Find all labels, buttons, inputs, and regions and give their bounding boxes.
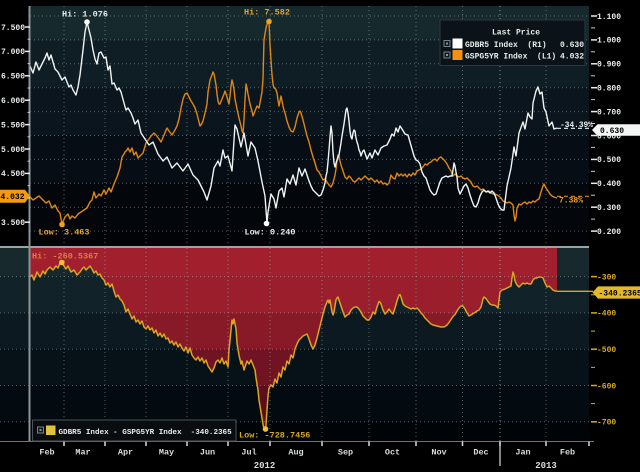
svg-text:7.000: 7.000	[1, 48, 25, 57]
svg-text:Feb: Feb	[560, 448, 575, 458]
svg-text:GDBR5 Index - GSPG5YR Index -: GDBR5 Index - GSPG5YR Index -340.2365	[59, 429, 233, 437]
svg-text:Dec: Dec	[473, 448, 488, 458]
svg-text:0.200: 0.200	[597, 228, 621, 237]
svg-text:Oct: Oct	[385, 448, 400, 458]
svg-text:1.100: 1.100	[597, 13, 621, 22]
svg-text:0.700: 0.700	[597, 108, 621, 117]
svg-text:-700: -700	[597, 419, 616, 428]
svg-text:1.000: 1.000	[597, 37, 621, 46]
svg-text:0.300: 0.300	[597, 204, 621, 213]
svg-text:-400: -400	[597, 310, 616, 319]
svg-text:7.38%: 7.38%	[559, 197, 583, 206]
svg-text:5.000: 5.000	[1, 146, 25, 155]
svg-text:-340.2365: -340.2365	[599, 290, 640, 299]
svg-text:Low: 0.240: Low: 0.240	[244, 228, 295, 238]
svg-text:Last Price: Last Price	[492, 29, 540, 38]
svg-text:5.500: 5.500	[1, 121, 25, 130]
svg-text:Mar: Mar	[75, 448, 90, 458]
svg-text:2013: 2013	[535, 461, 557, 471]
svg-text:0.800: 0.800	[597, 85, 621, 94]
svg-text:4.032: 4.032	[560, 53, 584, 62]
svg-text:Nov: Nov	[431, 448, 446, 458]
svg-text:Feb: Feb	[39, 448, 54, 458]
svg-text:Low: -728.7456: Low: -728.7456	[239, 431, 310, 441]
svg-text:-600: -600	[597, 382, 616, 391]
svg-text:Jul: Jul	[241, 448, 256, 458]
svg-text:Aug: Aug	[288, 448, 303, 458]
svg-text:-500: -500	[597, 346, 616, 355]
svg-text:Jan: Jan	[515, 448, 530, 458]
svg-text:3.500: 3.500	[1, 219, 25, 228]
svg-text:4.032: 4.032	[0, 193, 24, 202]
svg-text:0.630: 0.630	[560, 41, 584, 50]
svg-text:4.500: 4.500	[1, 170, 25, 179]
svg-text:0.400: 0.400	[597, 180, 621, 189]
svg-text:Hi: 7.582: Hi: 7.582	[244, 8, 290, 18]
svg-text:Hi: -260.5367: Hi: -260.5367	[32, 252, 98, 262]
svg-text:2012: 2012	[254, 461, 276, 471]
svg-text:6.500: 6.500	[1, 73, 25, 82]
svg-text:0.630: 0.630	[600, 127, 624, 136]
svg-text:0.500: 0.500	[597, 156, 621, 165]
svg-text:0.600: 0.600	[597, 132, 621, 141]
svg-text:Sep: Sep	[338, 448, 353, 458]
svg-text:0.900: 0.900	[597, 61, 621, 70]
svg-text:Jun: Jun	[200, 448, 215, 458]
svg-text:GDBR5 Index (R1): GDBR5 Index (R1)	[465, 41, 547, 50]
svg-text:Apr: Apr	[118, 448, 133, 458]
svg-text:Hi: 1.076: Hi: 1.076	[62, 10, 108, 20]
svg-text:GSPG5YR Index (L1): GSPG5YR Index (L1)	[465, 53, 556, 62]
svg-text:May: May	[159, 448, 174, 458]
svg-text:Low: 3.463: Low: 3.463	[38, 228, 89, 238]
svg-text:-34.39%: -34.39%	[560, 122, 593, 130]
svg-text:7.500: 7.500	[1, 24, 25, 33]
svg-text:6.000: 6.000	[1, 97, 25, 106]
svg-text:-300: -300	[597, 273, 616, 282]
